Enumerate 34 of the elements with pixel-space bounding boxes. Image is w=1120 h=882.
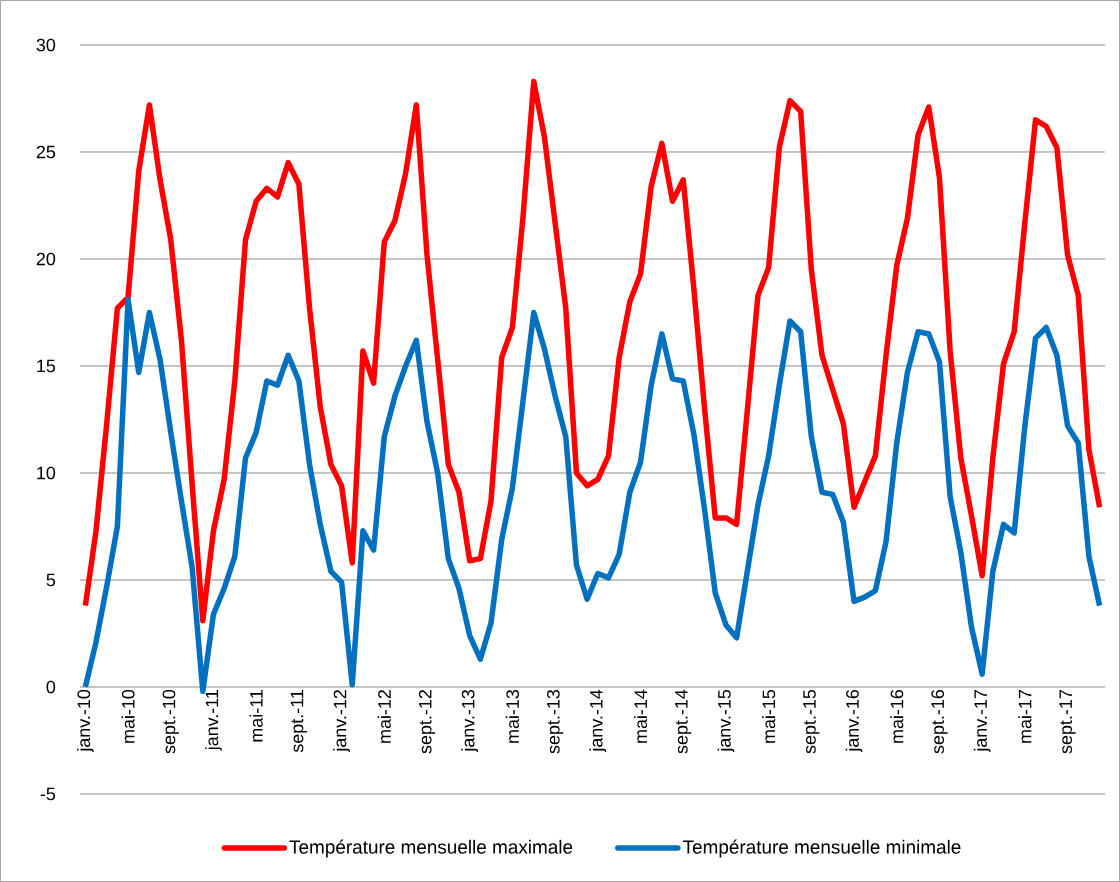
x-tick-label: mai-16 [890, 689, 904, 743]
x-tick-label: mai-11 [249, 690, 263, 742]
x-tick-label: sept.-15 [803, 689, 820, 754]
x-tick-label: sept.-16 [931, 689, 948, 754]
x-tick-label: sept.-17 [1059, 690, 1076, 754]
x-tick-label: mai-14 [633, 689, 648, 743]
y-tick-label: 30 [36, 38, 56, 52]
x-tick-label: janv.-10 [76, 689, 94, 753]
x-tick-label: janv.-17 [973, 690, 991, 753]
y-tick-label: 10 [37, 466, 56, 480]
y-tick-label: 25 [36, 145, 56, 159]
y-tick-label: -5 [40, 787, 56, 801]
y-tick-label: 0 [46, 680, 56, 694]
x-tick-label: mai-15 [762, 689, 776, 743]
x-tick-label: janv.-14 [589, 689, 607, 753]
x-tick-label: mai-12 [377, 690, 391, 743]
x-tick-label: mai-13 [505, 689, 519, 743]
x-tick-label: sept.-10 [162, 689, 179, 754]
x-tick-label: janv.-11 [205, 690, 222, 751]
y-tick-label: 5 [46, 573, 56, 587]
x-tick-label: janv.-15 [717, 689, 735, 753]
x-tick-label: janv.-16 [845, 689, 863, 753]
legend-label: Température mensuelle minimale [683, 839, 961, 858]
y-tick-label: 20 [36, 252, 56, 266]
legend-label: Température mensuelle maximale [289, 839, 573, 858]
x-tick-label: sept.-14 [675, 689, 692, 754]
x-tick-label: mai-17 [1018, 690, 1032, 743]
x-tick-label: sept.-12 [418, 690, 436, 754]
x-tick-label: janv.-12 [333, 690, 350, 753]
x-tick-label: mai-10 [121, 689, 135, 743]
y-tick-label: 15 [37, 359, 56, 373]
x-tick-label: janv.-13 [461, 689, 479, 753]
x-tick-label: sept.-13 [546, 689, 564, 754]
x-tick-label: sept.-11 [290, 690, 307, 753]
